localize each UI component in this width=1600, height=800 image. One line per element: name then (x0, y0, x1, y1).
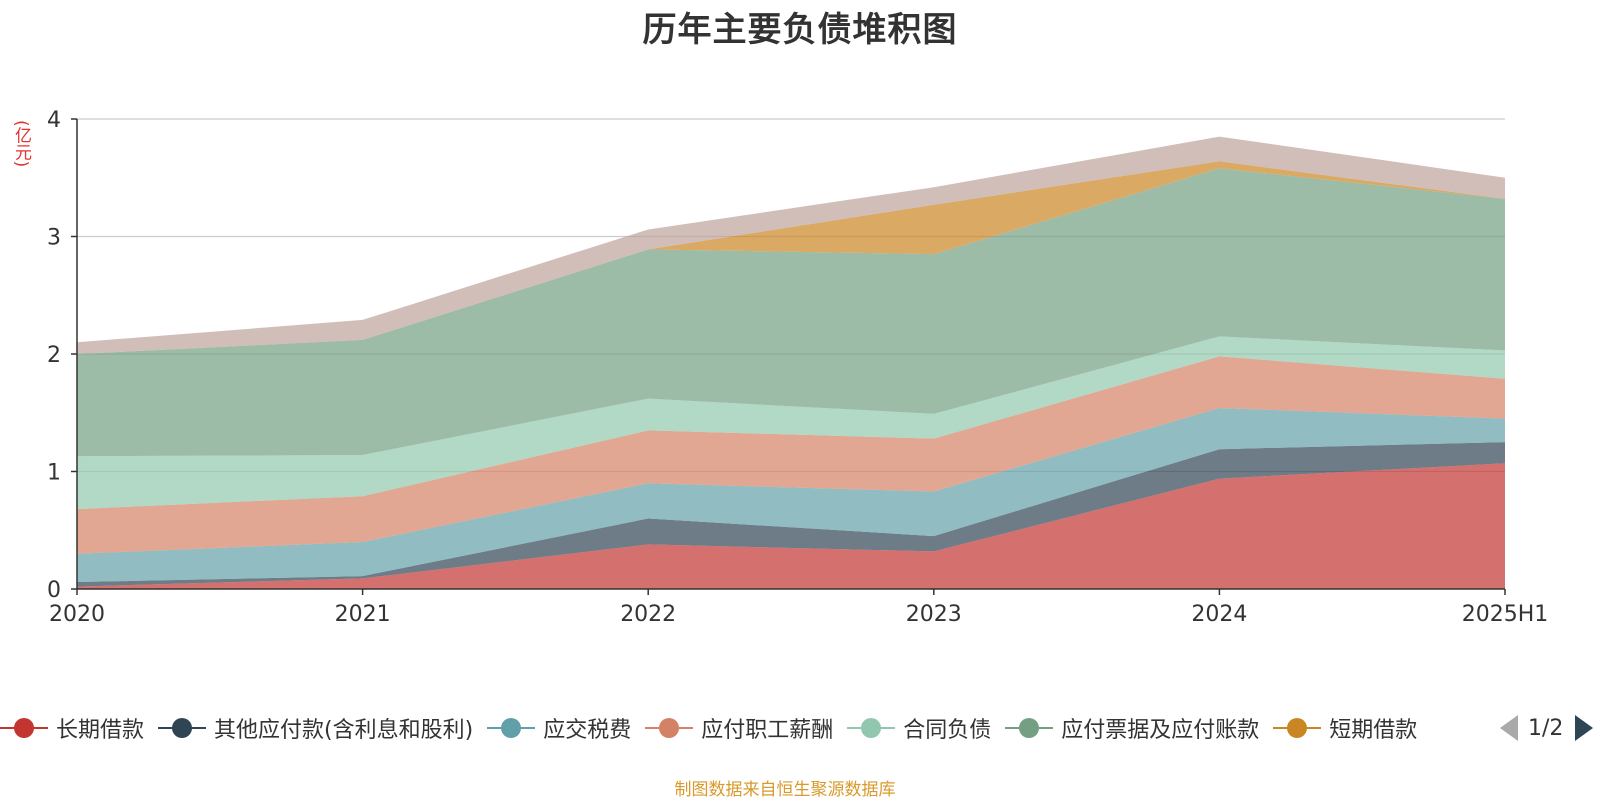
legend-marker-icon (487, 713, 536, 743)
legend-item[interactable]: 合同负债 (847, 713, 991, 743)
area-series-0[interactable] (77, 463, 1505, 589)
legend-next-page-button[interactable] (1575, 715, 1594, 741)
x-tick-label: 2024 (1191, 602, 1247, 627)
area-series-5[interactable] (77, 168, 1505, 457)
area-series (77, 136, 1505, 589)
area-series-6[interactable] (77, 161, 1505, 354)
legend-pager: 1/2 (1500, 711, 1594, 745)
y-tick-label: 4 (47, 108, 61, 133)
legend-marker-icon (0, 713, 48, 743)
legend-prev-page-button[interactable] (1500, 715, 1518, 741)
axes: 0 1 2 3 4 2020 2021 2022 2023 2024 2025H1 (47, 108, 1548, 627)
area-series-4[interactable] (77, 336, 1505, 510)
legend-marker-icon (1273, 713, 1322, 743)
legend-marker-icon (1005, 713, 1054, 743)
y-tick-label: 3 (47, 226, 61, 251)
legend-item[interactable]: 应付职工薪酬 (645, 713, 833, 743)
legend-label: 合同负债 (903, 718, 992, 743)
legend-label: 短期借款 (1329, 718, 1418, 743)
legend: 长期借款 其他应付款(含利息和股利) 应交税费 应付职工薪酬 合同负债 应付票据及应付账款… (0, 713, 1480, 743)
x-tick-label: 2022 (620, 602, 676, 627)
legend-item[interactable]: 应付票据及应付账款 (1005, 713, 1259, 743)
y-tick-label: 2 (47, 343, 61, 368)
data-source-note: 制图数据来自恒生聚源数据库 (674, 780, 896, 800)
stacked-area-chart: 0 1 2 3 4 2020 2021 2022 2023 2024 2025H1 (47, 108, 1548, 627)
y-tick-label: 0 (47, 578, 61, 603)
legend-item[interactable]: 短期借款 (1273, 713, 1417, 743)
legend-label: 应交税费 (543, 718, 632, 743)
x-tick-label: 2025H1 (1462, 602, 1549, 627)
area-series-1[interactable] (77, 442, 1505, 587)
area-series-3[interactable] (77, 356, 1505, 554)
x-tick-label: 2020 (49, 602, 105, 627)
legend-item[interactable]: 其他应付款(含利息和股利) (158, 713, 473, 743)
legend-page-indicator: 1/2 (1528, 715, 1564, 741)
area-series-7[interactable] (77, 136, 1505, 354)
legend-marker-icon (645, 713, 694, 743)
legend-label: 应付职工薪酬 (701, 718, 834, 743)
chart-title: 历年主要负债堆积图 (642, 10, 958, 50)
legend-item[interactable]: 应交税费 (487, 713, 631, 743)
legend-item[interactable]: 长期借款 (0, 713, 144, 743)
y-axis-unit-label: (亿元) (11, 120, 31, 168)
legend-label: 其他应付款(含利息和股利) (214, 718, 474, 743)
legend-marker-icon (158, 713, 207, 743)
legend-marker-icon (847, 713, 896, 743)
legend-label: 应付票据及应付账款 (1061, 718, 1260, 743)
legend-label: 长期借款 (56, 718, 145, 743)
x-tick-label: 2021 (335, 602, 391, 627)
x-tick-label: 2023 (906, 602, 962, 627)
y-tick-label: 1 (47, 461, 61, 486)
area-series-2[interactable] (77, 408, 1505, 582)
